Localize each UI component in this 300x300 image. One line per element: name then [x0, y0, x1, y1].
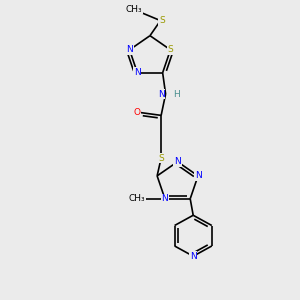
Text: CH₃: CH₃ — [128, 194, 145, 203]
Text: N: N — [162, 194, 168, 203]
Text: S: S — [168, 45, 173, 54]
Text: S: S — [159, 16, 165, 25]
Text: S: S — [158, 154, 164, 163]
Text: H: H — [173, 89, 179, 98]
Text: N: N — [158, 89, 164, 98]
Text: CH₃: CH₃ — [125, 5, 142, 14]
Text: N: N — [126, 45, 133, 54]
Text: N: N — [190, 252, 196, 261]
Text: N: N — [134, 68, 141, 77]
Text: N: N — [195, 171, 201, 180]
Text: O: O — [133, 108, 140, 117]
Text: N: N — [174, 157, 181, 166]
